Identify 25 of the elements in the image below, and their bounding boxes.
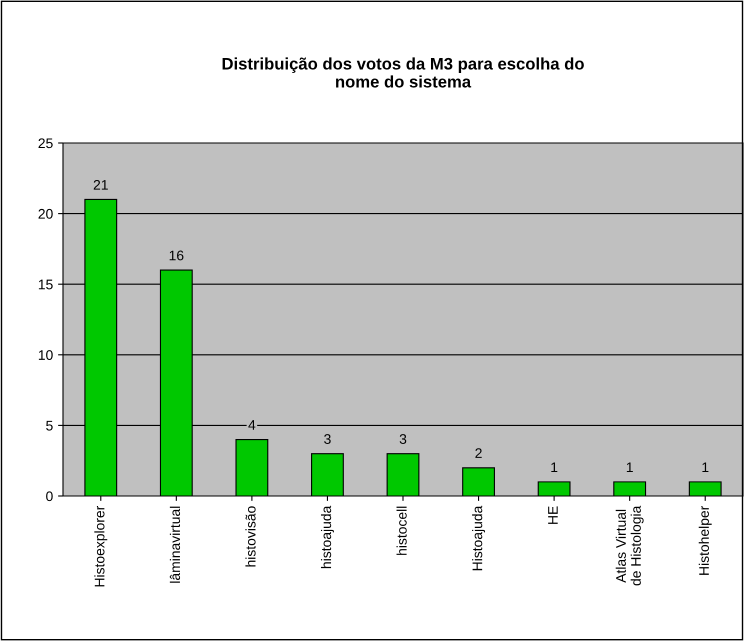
y-tick-label: 10	[38, 350, 53, 360]
y-tick-label: 5	[46, 420, 53, 431]
x-tick-label: Atlas Virtual de Histologia	[616, 506, 644, 586]
x-tick-label: histoajuda	[320, 506, 334, 568]
x-tick-label: histovisão	[245, 506, 256, 567]
x-tick-label: HE	[548, 506, 558, 524]
x-tick-label: histocell	[396, 506, 407, 555]
data-label: 1	[551, 462, 558, 472]
chart-title: Distribuição dos votos da M3 para escolha do nome do sistema	[222, 57, 584, 88]
x-tick-label: Histoexplorer	[94, 506, 108, 586]
data-label: 1	[702, 462, 708, 472]
data-label: 4	[248, 420, 256, 430]
y-tick-label: 20	[38, 208, 53, 219]
data-label: 16	[170, 250, 184, 260]
y-tick-label: 25	[38, 138, 53, 148]
y-tick-label: 0	[46, 491, 53, 502]
data-label: 3	[324, 434, 331, 444]
data-label: 3	[400, 434, 406, 444]
data-label: 21	[94, 180, 108, 190]
x-tick-label: Histoajuda	[472, 506, 486, 570]
data-label: 1	[626, 462, 633, 472]
x-tick-label: lâminavirtual	[170, 506, 180, 583]
x-tick-label: Histohelper	[698, 506, 712, 575]
data-label: 2	[475, 448, 482, 458]
y-tick-label: 15	[38, 280, 53, 290]
